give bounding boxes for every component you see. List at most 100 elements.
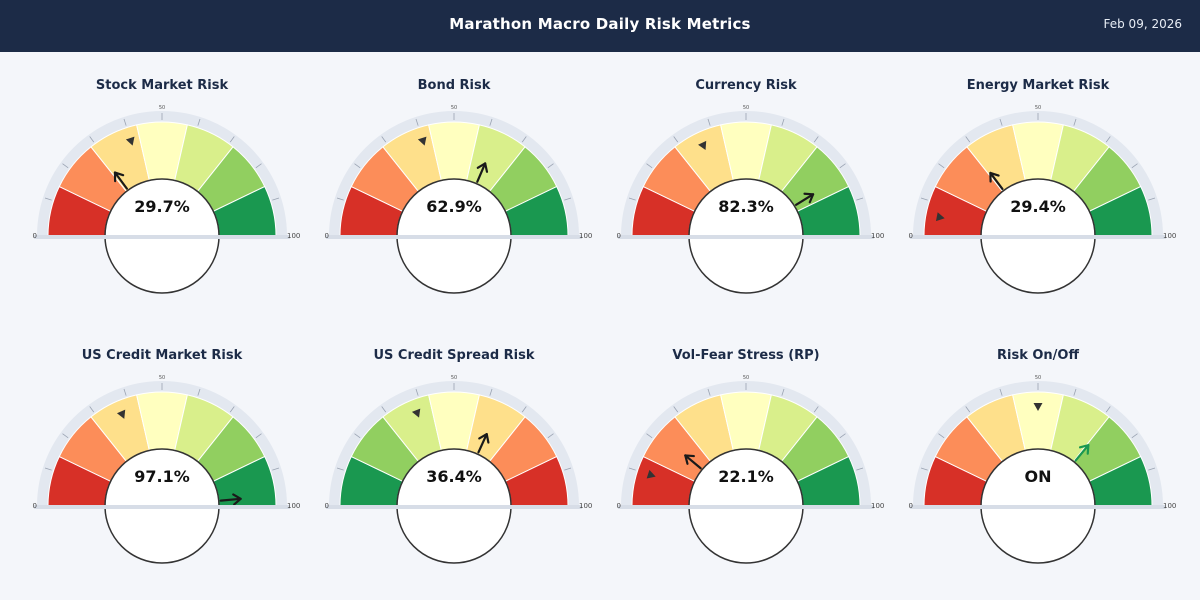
previous-value-marker (411, 408, 421, 418)
gauge-tick (938, 163, 945, 169)
gauge-tick (999, 388, 1003, 396)
gauge-value: 29.7% (134, 197, 190, 216)
gauge-tick (999, 118, 1003, 126)
gauge-tick (965, 136, 971, 143)
gauge-value: 97.1% (134, 467, 190, 486)
risk-gauge: 22.1% 0 100 50 (617, 375, 884, 564)
scale-min-label: 0 (909, 502, 913, 510)
gauge-tick (123, 118, 127, 126)
scale-min-label: 0 (617, 502, 621, 510)
gauge-tick (44, 467, 52, 471)
needle-arrow (219, 497, 242, 502)
needle-arrow (1074, 444, 1090, 462)
gauge-tick (354, 433, 361, 439)
gauge-tick (920, 197, 928, 201)
gauge-title: Currency Risk (695, 78, 797, 93)
gauge-body (913, 381, 1163, 507)
gauge-tick (1105, 136, 1111, 143)
needle-arrow (113, 171, 128, 190)
gauge-tick (1148, 197, 1156, 201)
gauge-body (621, 381, 871, 507)
gauge-tick (489, 388, 493, 396)
scale-max-label: 100 (579, 232, 592, 240)
scale-max-label: 100 (1163, 232, 1176, 240)
previous-value-marker (116, 409, 126, 419)
gauge-tick (255, 433, 262, 439)
needle-arrow (989, 171, 1004, 191)
gauge-tick (856, 197, 864, 201)
gauge-tick (123, 388, 127, 396)
scale-min-label: 0 (909, 232, 913, 240)
gauge-tick (646, 163, 653, 169)
needle-arrow (684, 454, 702, 470)
gauge-tick (547, 163, 554, 169)
gauge-tick (336, 197, 344, 201)
gauge-title: Energy Market Risk (966, 78, 1110, 93)
gauge-tick (673, 406, 679, 413)
scale-mid-label: 50 (451, 105, 457, 111)
needle-arrow-head (476, 162, 489, 173)
scale-max-label: 100 (287, 502, 300, 510)
scale-mid-label: 50 (743, 375, 749, 381)
gauge-tick (564, 467, 572, 471)
needle-arrow-head (684, 454, 695, 465)
gauge-tick (965, 406, 971, 413)
scale-max-label: 100 (287, 232, 300, 240)
gauge-tick (255, 163, 262, 169)
risk-gauge: 97.1% 0 100 50 (33, 375, 300, 564)
needle-arrow (477, 433, 488, 454)
risk-gauge: 29.4% 0 100 50 (909, 105, 1176, 294)
gauge-tick (381, 136, 387, 143)
gauge-tick (920, 467, 928, 471)
gauge-tick (628, 467, 636, 471)
gauge-body (621, 111, 871, 237)
gauge-title: US Credit Spread Risk (373, 348, 535, 363)
scale-max-label: 100 (871, 502, 884, 510)
scale-mid-label: 50 (1035, 375, 1041, 381)
scale-min-label: 0 (325, 502, 329, 510)
gauge-tick (813, 406, 819, 413)
scale-max-label: 100 (579, 502, 592, 510)
gauge-tick (336, 467, 344, 471)
scale-min-label: 0 (617, 232, 621, 240)
gauge-tick (813, 136, 819, 143)
gauge-tick (781, 388, 785, 396)
previous-value-marker (646, 469, 656, 479)
gauge-title: Stock Market Risk (95, 78, 229, 93)
gauge-tick (62, 163, 69, 169)
gauge-tick (272, 467, 280, 471)
previous-value-marker (125, 136, 135, 146)
gauge-title: US Credit Market Risk (81, 348, 243, 363)
gauge-tick (44, 197, 52, 201)
gauge-value: 82.3% (718, 197, 774, 216)
gauge-tick (415, 388, 419, 396)
gauge-tick (354, 163, 361, 169)
report-date: Feb 09, 2026 (1103, 17, 1183, 31)
risk-gauge: 62.9% 0 100 50 (325, 105, 592, 294)
needle-arrow-head (803, 192, 815, 204)
gauge-tick (646, 433, 653, 439)
gauge-tick (89, 406, 95, 413)
scale-max-label: 100 (1163, 502, 1176, 510)
scale-mid-label: 50 (743, 105, 749, 111)
needle-arrow (795, 193, 815, 206)
gauge-tick (1148, 467, 1156, 471)
gauge-tick (197, 118, 201, 126)
gauge-tick (229, 406, 235, 413)
scale-min-label: 0 (33, 232, 37, 240)
gauge-tick (1073, 388, 1077, 396)
scale-max-label: 100 (871, 232, 884, 240)
header-bar: Marathon Macro Daily Risk Metrics Feb 09… (0, 0, 1200, 52)
gauge-tick (1131, 163, 1138, 169)
gauge-tick (229, 136, 235, 143)
gauge-value: 29.4% (1010, 197, 1066, 216)
previous-value-marker (1033, 403, 1043, 411)
gauge-value: 22.1% (718, 467, 774, 486)
scale-mid-label: 50 (1035, 105, 1041, 111)
page-title: Marathon Macro Daily Risk Metrics (449, 15, 751, 33)
gauge-body (37, 111, 287, 237)
gauge-value: 62.9% (426, 197, 482, 216)
gauge-tick (628, 197, 636, 201)
scale-mid-label: 50 (159, 375, 165, 381)
gauge-tick (856, 467, 864, 471)
